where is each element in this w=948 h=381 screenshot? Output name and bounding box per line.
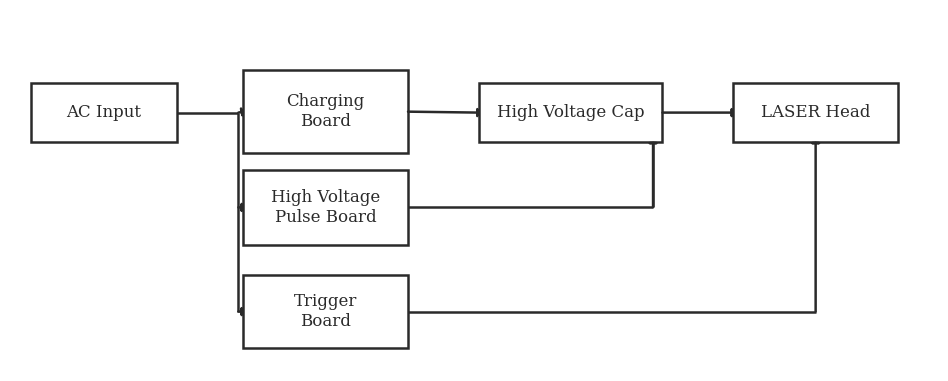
Text: Trigger
Board: Trigger Board [294,293,357,330]
Text: AC Input: AC Input [66,104,141,121]
Text: High Voltage Cap: High Voltage Cap [497,104,645,121]
FancyBboxPatch shape [733,83,898,142]
Text: LASER Head: LASER Head [761,104,870,121]
FancyBboxPatch shape [31,83,177,142]
FancyBboxPatch shape [479,83,663,142]
FancyBboxPatch shape [243,70,408,153]
Text: Charging
Board: Charging Board [286,93,365,130]
FancyBboxPatch shape [243,170,408,245]
Text: High Voltage
Pulse Board: High Voltage Pulse Board [271,189,380,226]
FancyBboxPatch shape [243,275,408,348]
